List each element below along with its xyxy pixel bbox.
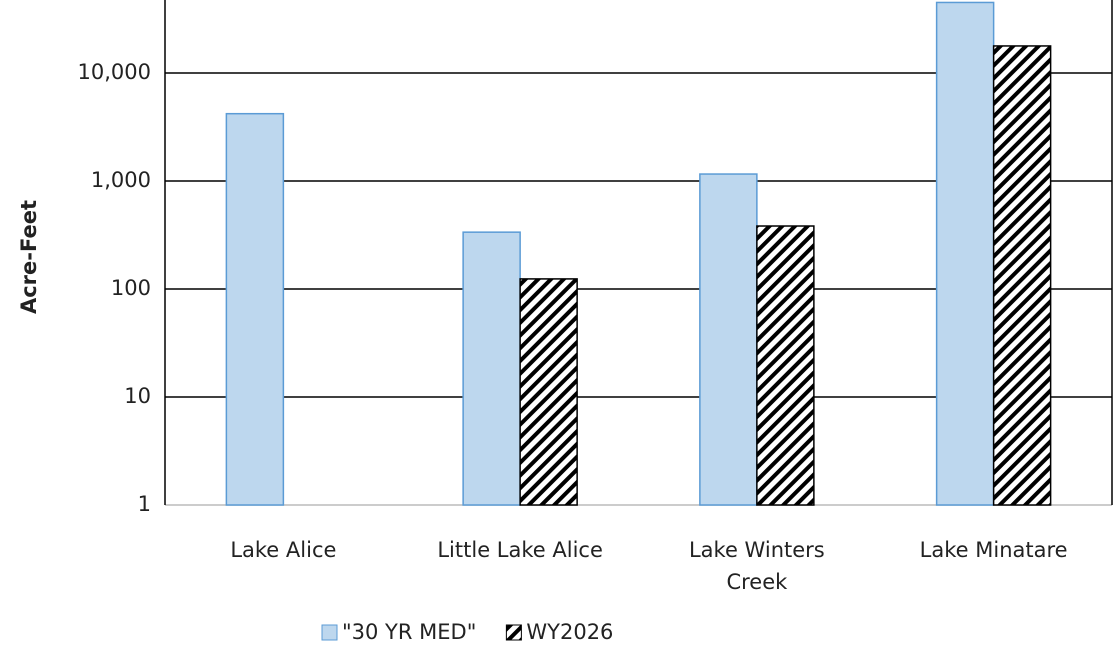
bar: [225, 112, 285, 506]
y-tick-label: 10: [124, 384, 151, 408]
legend-swatch: [321, 624, 338, 641]
y-tick-label: 1,000: [91, 168, 151, 192]
x-tick-label: Lake Winters Creek: [688, 538, 825, 594]
y-tick-label: 10,000: [78, 60, 151, 84]
x-tick-label: Little Lake Alice: [437, 538, 603, 562]
bar: [992, 45, 1052, 506]
y-tick-label: 100: [111, 276, 151, 300]
bar: [756, 225, 815, 506]
y-tick-label: 1: [138, 492, 151, 516]
bar: [699, 173, 758, 506]
legend-label: WY2026: [526, 620, 613, 644]
bar: [935, 1, 995, 506]
legend-swatch: [505, 624, 522, 641]
bar: [519, 278, 578, 506]
x-tick-label: Lake Alice: [230, 538, 337, 562]
bar: [462, 231, 521, 506]
legend-label: "30 YR MED": [342, 620, 476, 644]
y-axis-label: Acre-Feet: [17, 200, 41, 314]
x-tick-label: Lake Minatare: [919, 538, 1068, 562]
